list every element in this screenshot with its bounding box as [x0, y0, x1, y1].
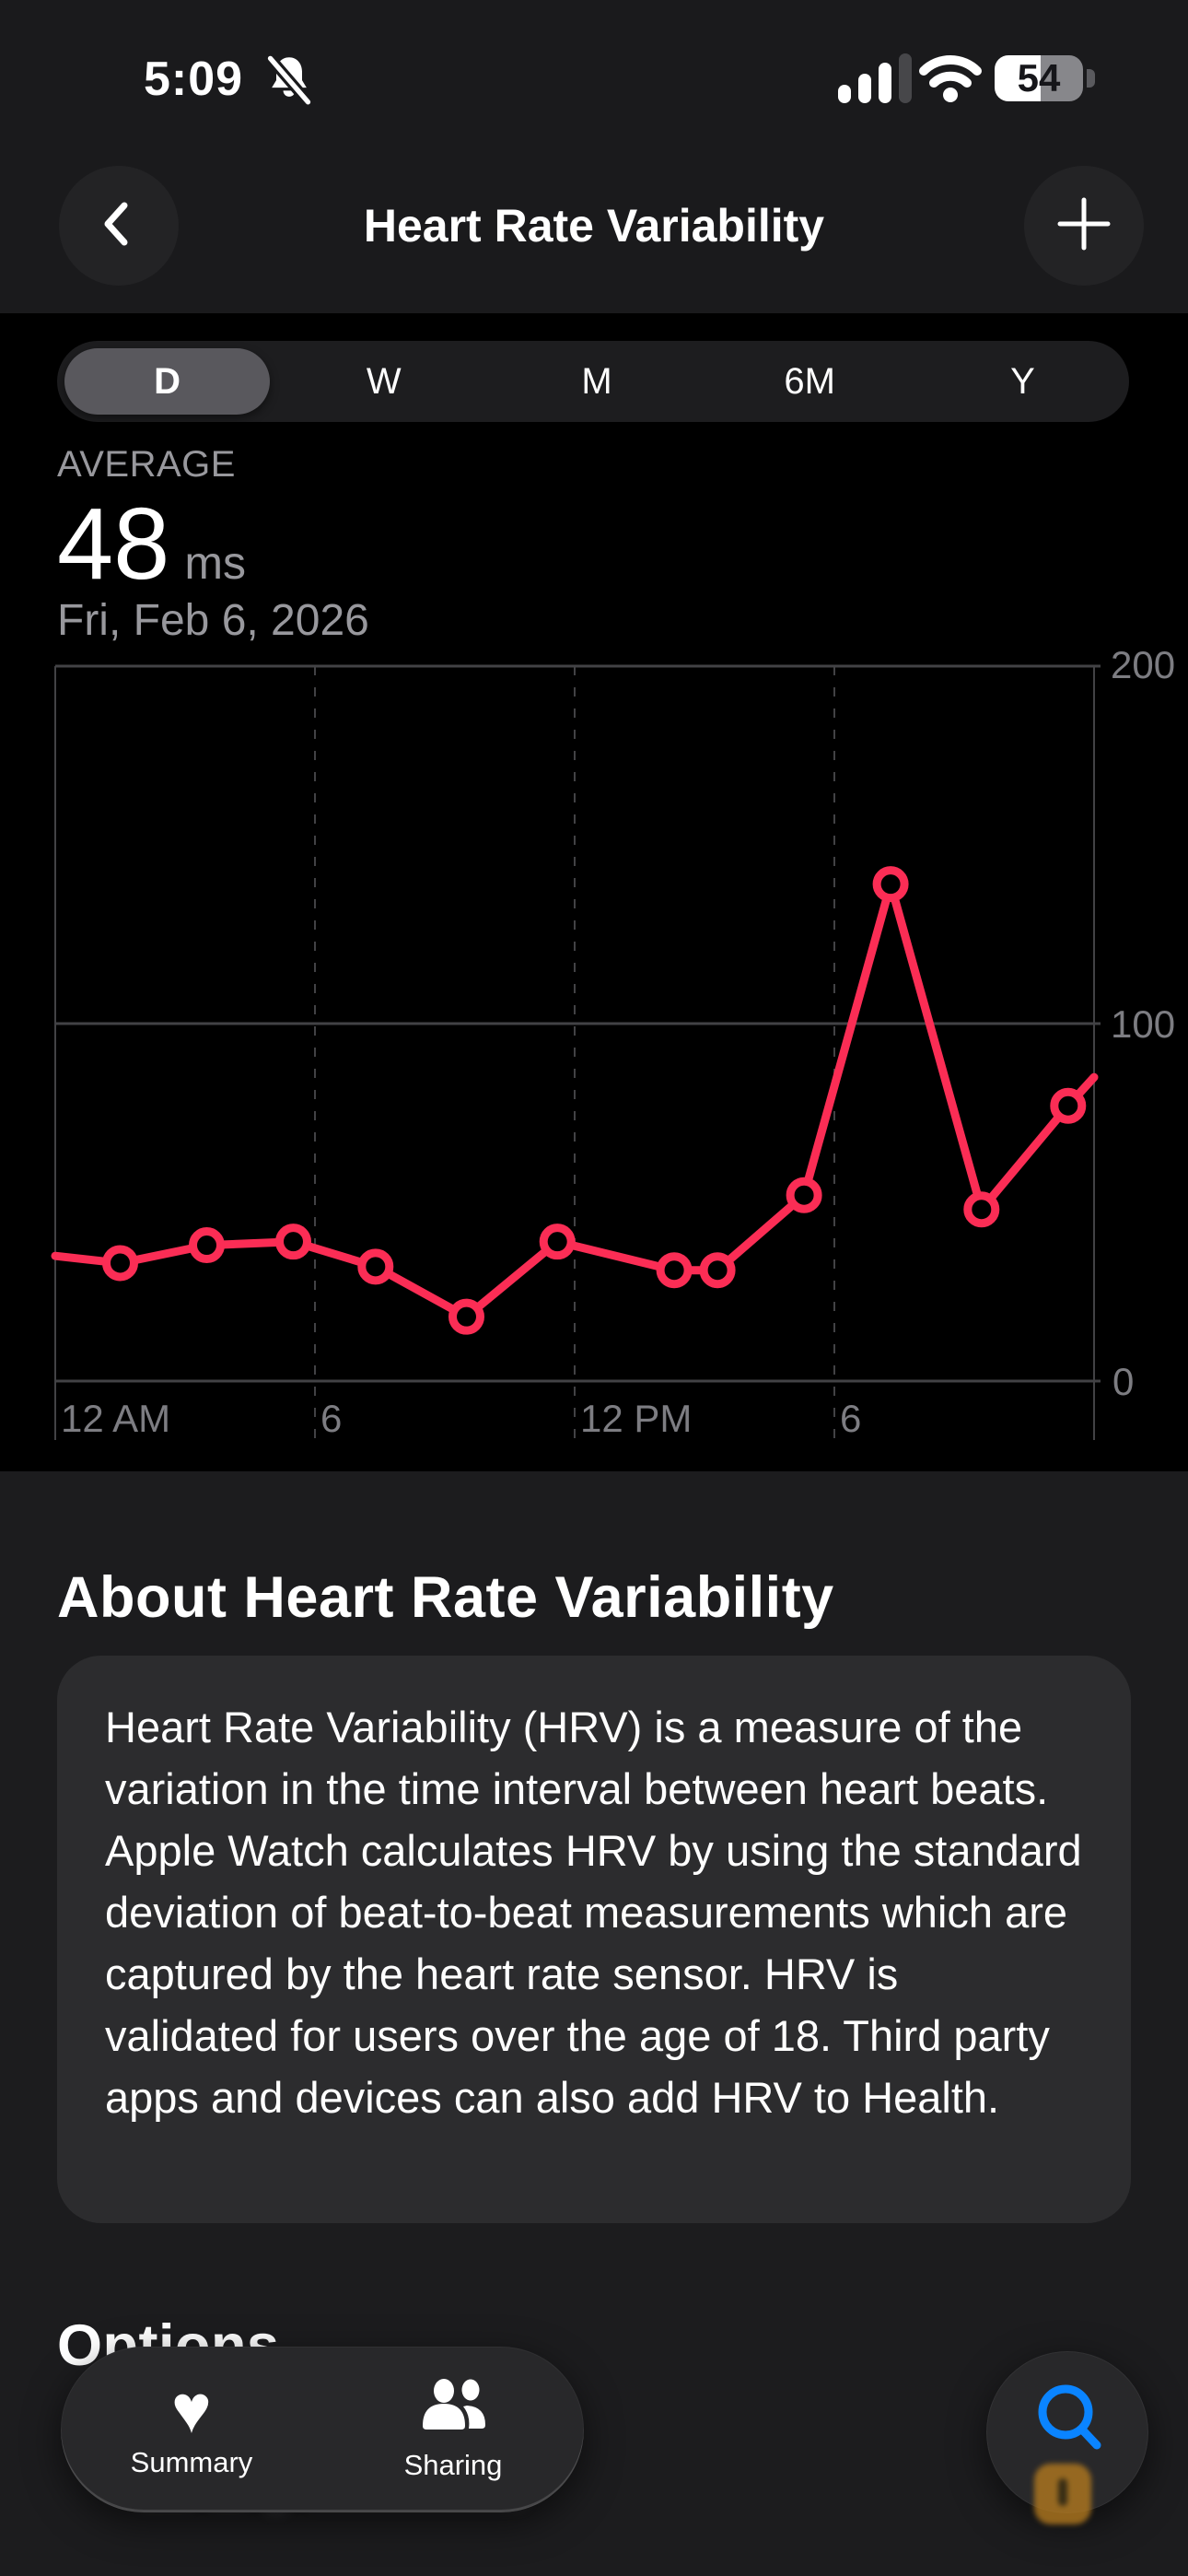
- data-point-720pm[interactable]: [872, 866, 909, 903]
- data-point-925pm[interactable]: [963, 1191, 1000, 1228]
- average-label: AVERAGE: [57, 444, 236, 485]
- x-tick-12am: 12 AM: [61, 1397, 171, 1440]
- back-button[interactable]: [59, 166, 179, 286]
- people-icon: [413, 2378, 493, 2441]
- battery-body: [995, 55, 1083, 101]
- average-unit: ms: [184, 537, 247, 589]
- y-tick-0: 0: [1112, 1360, 1135, 1403]
- date-label: Fri, Feb 6, 2026: [57, 596, 369, 645]
- about-heading: About Heart Rate Variability: [57, 1565, 834, 1630]
- status-time: 5:09: [144, 53, 244, 106]
- x-tick-6pm: 6: [840, 1397, 862, 1440]
- about-body-text: Heart Rate Variability (HRV) is a measur…: [105, 1703, 1082, 2122]
- tab-sharing-label: Sharing: [403, 2448, 503, 2481]
- heart-icon: ♥: [171, 2371, 212, 2447]
- y-tick-100: 100: [1111, 1002, 1176, 1046]
- data-point-520pm[interactable]: [786, 1177, 822, 1213]
- signal-bar-4-dim: [899, 53, 912, 103]
- signal-bar-1: [838, 85, 851, 103]
- x-tick-6am: 6: [320, 1397, 343, 1440]
- signal-bar-3: [879, 63, 891, 103]
- chart-background: [0, 313, 1188, 1471]
- search-button[interactable]: [986, 2351, 1148, 2524]
- search-icon: [1029, 2377, 1113, 2466]
- data-point-330am[interactable]: [189, 1227, 225, 1264]
- add-data-button[interactable]: [1024, 166, 1144, 286]
- about-card: Heart Rate Variability (HRV) is a measur…: [57, 1656, 1131, 2223]
- segment-six-months[interactable]: 6M: [784, 360, 835, 402]
- average-value: 48: [57, 487, 170, 601]
- bell-slash-icon: [263, 53, 315, 106]
- tab-summary-label: Summary: [130, 2446, 253, 2478]
- average-value-row: 48 ms: [57, 494, 246, 595]
- x-tick-12pm: 12 PM: [580, 1397, 693, 1440]
- tab-summary[interactable]: ♥ Summary: [61, 2347, 322, 2512]
- battery-fill: [995, 55, 1041, 101]
- tab-sharing[interactable]: Sharing: [322, 2347, 584, 2512]
- data-point-1135am[interactable]: [539, 1224, 576, 1260]
- cellular-signal-icon: [838, 52, 912, 103]
- y-tick-200: 200: [1111, 643, 1176, 686]
- data-point-220pm[interactable]: [656, 1252, 693, 1289]
- battery-cap: [1087, 69, 1095, 88]
- data-point-130am[interactable]: [102, 1245, 138, 1282]
- wifi-icon: [917, 52, 984, 103]
- battery-icon: 54: [995, 55, 1095, 101]
- battery-percent: 54: [1017, 56, 1061, 100]
- battery-remainder: [1040, 55, 1083, 101]
- data-point-320pm[interactable]: [699, 1252, 736, 1289]
- signal-bar-2: [858, 74, 871, 103]
- page-title: Heart Rate Variability: [363, 200, 825, 252]
- data-point-1125pm[interactable]: [1050, 1087, 1087, 1124]
- data-point-930am[interactable]: [448, 1298, 484, 1335]
- data-point-530am[interactable]: [275, 1224, 311, 1260]
- data-point-725am[interactable]: [357, 1248, 394, 1285]
- header-background: [0, 0, 1188, 313]
- segment-day[interactable]: D: [64, 348, 271, 415]
- plus-icon: [1054, 194, 1113, 258]
- segment-week[interactable]: W: [366, 360, 402, 402]
- bottom-tab-bar: ♥ Summary Sharing: [61, 2347, 584, 2512]
- segment-month[interactable]: M: [581, 360, 612, 402]
- segment-year[interactable]: Y: [1010, 360, 1035, 402]
- time-range-segmented-control: D W M 6M Y: [57, 341, 1129, 422]
- hrv-line-chart[interactable]: [0, 645, 1188, 1474]
- blurred-lock-icon: [1034, 2464, 1091, 2524]
- chevron-left-icon: [89, 194, 148, 258]
